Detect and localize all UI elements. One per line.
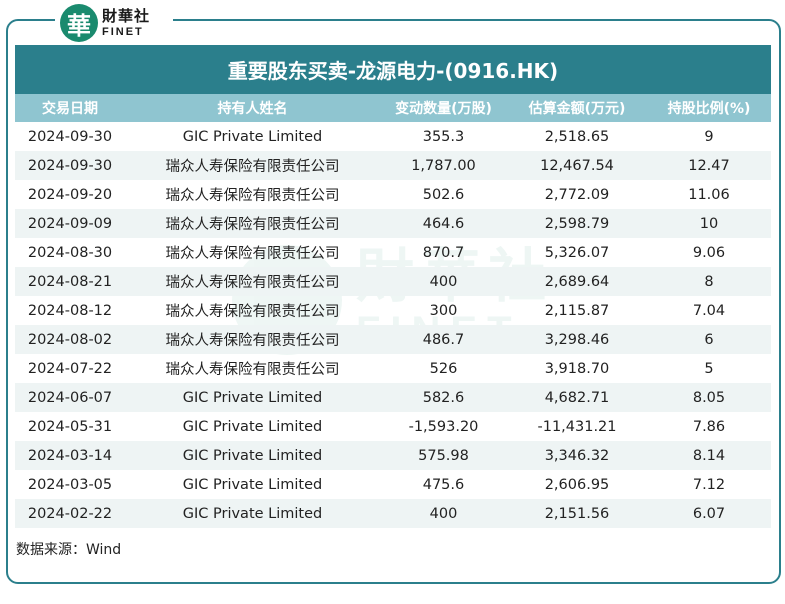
- column-header-amount: 估算金额(万元): [507, 94, 647, 122]
- cell-amount: 5,326.07: [544, 244, 610, 261]
- cell-ratio: 6.07: [647, 499, 771, 528]
- cell-amount: 3,346.32: [507, 441, 647, 470]
- cell-ratio: 8.05: [647, 383, 771, 412]
- cell-ratio: 6: [647, 325, 771, 354]
- cell-quantity: 464.6: [380, 209, 507, 238]
- cell-quantity: -1,593.20: [408, 418, 479, 435]
- table-row: 2024-09-30 瑞众人寿保险有限责任公司 1,787.00 12,467.54 1…: [15, 151, 771, 180]
- table-header-row: 交易日期 持有人姓名 变动数量(万股) 估算金额(万元) 持股比例(%): [15, 94, 771, 122]
- cell-holder: 瑞众人寿保险有限责任公司: [125, 267, 380, 296]
- table-row: 2024-08-02 瑞众人寿保险有限责任公司 486.7 3,298.46 6: [15, 325, 771, 354]
- cell-ratio: 9.06: [692, 244, 726, 261]
- cell-ratio: 12.47: [647, 151, 771, 180]
- column-header-holder: 持有人姓名: [125, 94, 380, 122]
- cell-amount: 2,151.56: [507, 499, 647, 528]
- cell-amount: 4,682.71: [507, 383, 647, 412]
- cell-quantity: 400: [380, 499, 507, 528]
- cell-date: 2024-03-14: [15, 441, 125, 470]
- cell-date: 2024-03-05: [27, 476, 113, 493]
- logo-mark-icon: 華: [60, 4, 98, 42]
- cell-holder: 瑞众人寿保险有限责任公司: [165, 246, 340, 262]
- column-header-date: 交易日期: [15, 94, 125, 122]
- cell-date: 2024-08-30: [27, 244, 113, 261]
- cell-amount: 3,298.46: [507, 325, 647, 354]
- cell-holder: GIC Private Limited: [125, 441, 380, 470]
- cell-quantity: 870.7: [422, 244, 465, 261]
- table-row: 2024-09-20 瑞众人寿保险有限责任公司 502.6 2,772.09 11.06: [15, 180, 771, 209]
- cell-holder: GIC Private Limited: [125, 499, 380, 528]
- table-row: 2024-09-09 瑞众人寿保险有限责任公司 464.6 2,598.79 10: [15, 209, 771, 238]
- table-row: 2024-07-22 瑞众人寿保险有限责任公司 526 3,918.70 5: [15, 354, 771, 383]
- cell-date: 2024-02-22: [15, 499, 125, 528]
- cell-date: 2024-09-09: [15, 209, 125, 238]
- cell-quantity: 526: [429, 360, 458, 377]
- cell-amount: 2,606.95: [544, 476, 610, 493]
- cell-ratio: 8: [647, 267, 771, 296]
- cell-ratio: 7.86: [692, 418, 726, 435]
- cell-holder: 瑞众人寿保险有限责任公司: [165, 362, 340, 378]
- cell-date: 2024-09-30: [27, 128, 113, 145]
- cell-ratio: 5: [704, 360, 714, 377]
- cell-amount: 2,689.64: [507, 267, 647, 296]
- cell-date: 2024-09-20: [27, 186, 113, 203]
- table-row: 2024-02-22 GIC Private Limited 400 2,151.56…: [15, 499, 771, 528]
- logo-text: 財華社 FINET: [102, 6, 151, 38]
- cell-amount: 2,115.87: [544, 302, 610, 319]
- cell-ratio: 9: [704, 128, 714, 145]
- cell-holder: 瑞众人寿保险有限责任公司: [165, 304, 340, 320]
- cell-quantity: 475.6: [422, 476, 465, 493]
- table-title: 重要股东买卖-龙源电力-(0916.HK): [15, 45, 771, 94]
- logo-cn: 財華社: [102, 6, 151, 25]
- cell-amount: 12,467.54: [507, 151, 647, 180]
- cell-ratio: 10: [647, 209, 771, 238]
- cell-quantity: 400: [380, 267, 507, 296]
- column-header-quantity: 变动数量(万股): [380, 94, 507, 122]
- cell-holder: GIC Private Limited: [125, 383, 380, 412]
- table-row: 2024-08-12 瑞众人寿保险有限责任公司 300 2,115.87 7.04: [15, 296, 771, 325]
- cell-holder: 瑞众人寿保险有限责任公司: [125, 151, 380, 180]
- cell-amount: -11,431.21: [537, 418, 617, 435]
- table-row: 2024-09-30 GIC Private Limited 355.3 2,518.…: [15, 122, 771, 151]
- cell-holder: GIC Private Limited: [182, 418, 323, 435]
- cell-holder: GIC Private Limited: [182, 476, 323, 493]
- cell-quantity: 1,787.00: [380, 151, 507, 180]
- table-row: 2024-08-21 瑞众人寿保险有限责任公司 400 2,689.64 8: [15, 267, 771, 296]
- cell-holder: 瑞众人寿保险有限责任公司: [125, 325, 380, 354]
- frame-gap: [55, 15, 173, 25]
- cell-quantity: 486.7: [380, 325, 507, 354]
- shareholder-trades-table: 交易日期 持有人姓名 变动数量(万股) 估算金额(万元) 持股比例(%) 202…: [15, 94, 771, 528]
- cell-amount: 2,598.79: [507, 209, 647, 238]
- cell-amount: 2,772.09: [544, 186, 610, 203]
- cell-ratio: 8.14: [647, 441, 771, 470]
- cell-quantity: 575.98: [380, 441, 507, 470]
- cell-date: 2024-05-31: [27, 418, 113, 435]
- column-header-ratio: 持股比例(%): [647, 94, 771, 122]
- cell-quantity: 582.6: [380, 383, 507, 412]
- logo-en: FINET: [102, 25, 144, 38]
- cell-quantity: 355.3: [422, 128, 465, 145]
- cell-date: 2024-08-02: [15, 325, 125, 354]
- table-row: 2024-05-31 GIC Private Limited -1,593.20 -1…: [15, 412, 771, 441]
- data-source-note: 数据来源：Wind: [16, 542, 122, 558]
- cell-quantity: 502.6: [422, 186, 465, 203]
- cell-date: 2024-08-12: [27, 302, 113, 319]
- cell-ratio: 7.04: [692, 302, 726, 319]
- cell-date: 2024-07-22: [27, 360, 113, 377]
- cell-ratio: 11.06: [688, 186, 730, 203]
- table-row: 2024-03-14 GIC Private Limited 575.98 3,346…: [15, 441, 771, 470]
- table-row: 2024-03-05 GIC Private Limited 475.6 2,606.…: [15, 470, 771, 499]
- cell-holder: 瑞众人寿保险有限责任公司: [165, 188, 340, 204]
- table-row: 2024-06-07 GIC Private Limited 582.6 4,682.…: [15, 383, 771, 412]
- table-row: 2024-08-30 瑞众人寿保险有限责任公司 870.7 5,326.07 9.06: [15, 238, 771, 267]
- cell-amount: 3,918.70: [544, 360, 610, 377]
- cell-amount: 2,518.65: [544, 128, 610, 145]
- cell-quantity: 300: [429, 302, 458, 319]
- cell-holder: GIC Private Limited: [182, 128, 323, 145]
- finet-logo: 華 財華社 FINET: [60, 2, 150, 44]
- cell-holder: 瑞众人寿保险有限责任公司: [125, 209, 380, 238]
- cell-date: 2024-08-21: [15, 267, 125, 296]
- cell-date: 2024-06-07: [15, 383, 125, 412]
- cell-ratio: 7.12: [692, 476, 726, 493]
- cell-date: 2024-09-30: [15, 151, 125, 180]
